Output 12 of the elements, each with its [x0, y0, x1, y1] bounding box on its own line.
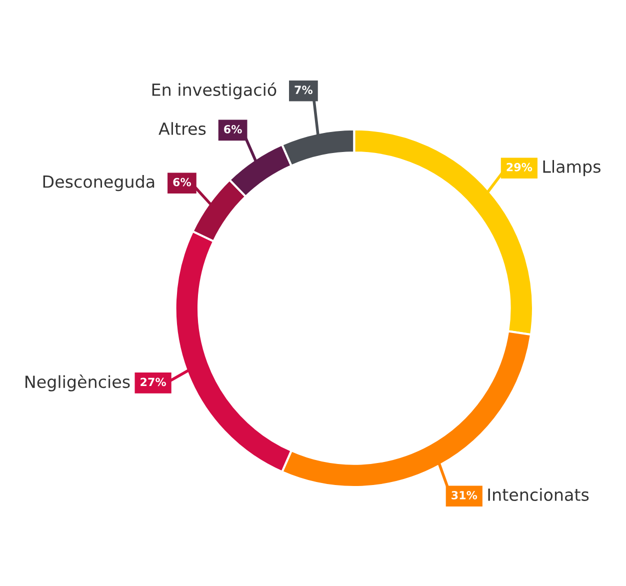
- slice-label: Intencionats: [488, 488, 589, 501]
- legend-label: Altres: [158, 122, 206, 136]
- legend-label: Negligències: [26, 374, 130, 392]
- data-label: 29%: [506, 162, 532, 172]
- slice-label: Llamps: [543, 160, 600, 176]
- data-label: 6%: [173, 178, 192, 186]
- data-label: 27%: [140, 378, 166, 386]
- data-label: 31%: [452, 490, 478, 500]
- legend-label: En investigació: [152, 82, 276, 100]
- data-label: 7%: [294, 86, 313, 94]
- data-label: 6%: [224, 125, 242, 134]
- legend-label: Desconeguda: [43, 175, 154, 192]
